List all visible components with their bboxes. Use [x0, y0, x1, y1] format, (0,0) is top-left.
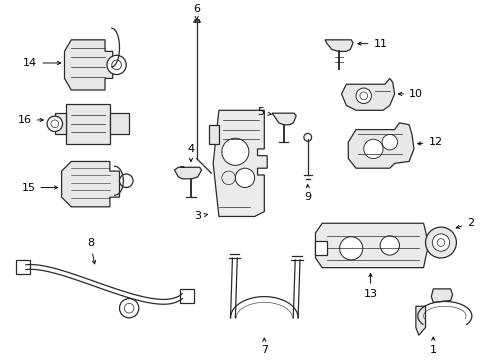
Circle shape	[432, 234, 450, 251]
Polygon shape	[16, 260, 30, 274]
Text: 11: 11	[358, 39, 388, 49]
Text: 8: 8	[87, 238, 96, 264]
Polygon shape	[62, 161, 120, 207]
Polygon shape	[110, 113, 129, 134]
Text: 12: 12	[417, 137, 442, 147]
Circle shape	[356, 88, 371, 104]
Polygon shape	[174, 167, 201, 179]
Text: 1: 1	[430, 337, 437, 355]
Text: 7: 7	[261, 338, 268, 355]
Text: 15: 15	[22, 183, 58, 193]
Text: 5: 5	[257, 107, 271, 117]
Polygon shape	[325, 40, 353, 51]
Polygon shape	[180, 289, 194, 303]
Text: 2: 2	[456, 218, 474, 229]
Circle shape	[425, 227, 456, 258]
Text: 6: 6	[193, 4, 200, 20]
Text: 16: 16	[18, 115, 43, 125]
Text: 3: 3	[195, 211, 208, 221]
Polygon shape	[209, 125, 219, 144]
Circle shape	[382, 134, 397, 150]
Text: 4: 4	[187, 144, 195, 162]
Text: 9: 9	[304, 185, 311, 202]
Circle shape	[107, 55, 126, 75]
Polygon shape	[65, 40, 113, 90]
Text: 13: 13	[364, 273, 377, 299]
Polygon shape	[342, 78, 394, 110]
Polygon shape	[55, 113, 67, 134]
Circle shape	[340, 237, 363, 260]
Polygon shape	[316, 223, 428, 267]
Polygon shape	[316, 240, 327, 255]
Polygon shape	[213, 110, 267, 216]
Text: 14: 14	[24, 58, 61, 68]
Circle shape	[380, 236, 399, 255]
Polygon shape	[272, 113, 296, 125]
Polygon shape	[431, 289, 453, 302]
Circle shape	[222, 138, 249, 165]
Circle shape	[120, 174, 133, 188]
Circle shape	[47, 116, 63, 131]
Circle shape	[364, 139, 383, 158]
Circle shape	[120, 298, 139, 318]
Polygon shape	[348, 123, 414, 168]
Polygon shape	[416, 306, 425, 335]
Text: 10: 10	[398, 89, 423, 99]
Circle shape	[235, 168, 255, 188]
Polygon shape	[67, 104, 110, 144]
